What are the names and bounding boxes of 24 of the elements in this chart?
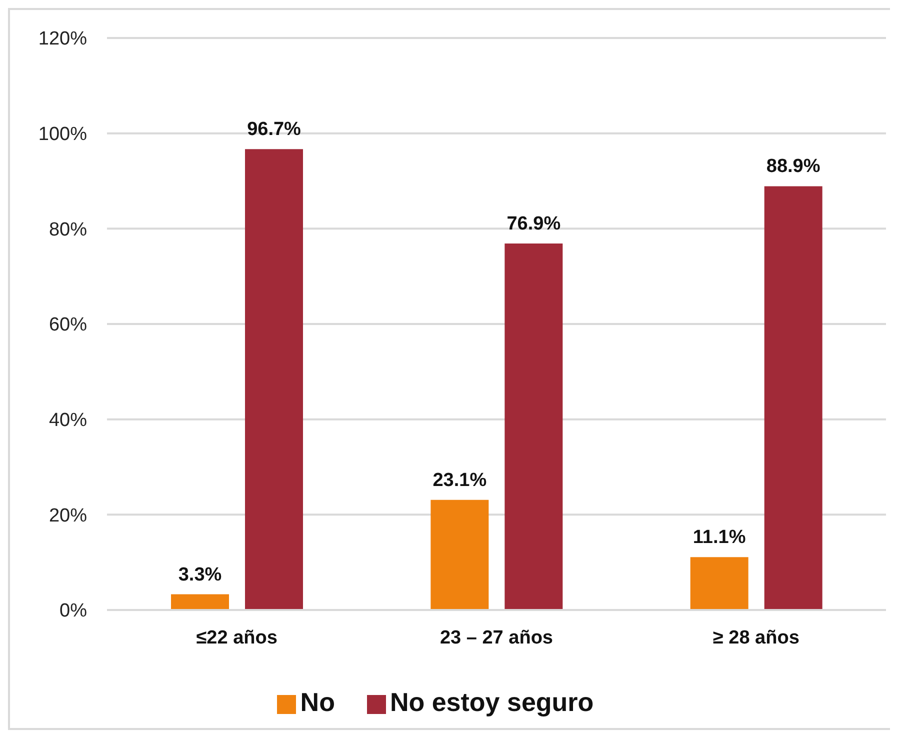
- y-tick-label: 0%: [60, 600, 88, 622]
- legend-label: No estoy seguro: [390, 687, 594, 717]
- x-tick-label: 23 – 27 años: [440, 627, 554, 648]
- x-tick-label: ≤22 años: [196, 627, 278, 648]
- data-label: 3.3%: [178, 564, 222, 586]
- data-label: 76.9%: [506, 213, 561, 234]
- y-tick-label: 100%: [38, 124, 88, 146]
- y-tick-label: 20%: [48, 505, 88, 526]
- y-tick-label: 80%: [48, 219, 88, 240]
- data-label: 88.9%: [766, 156, 820, 178]
- bar: [245, 149, 303, 610]
- data-label: 96.7%: [247, 119, 302, 140]
- data-label: 11.1%: [692, 527, 746, 548]
- y-tick-label: 120%: [38, 28, 88, 50]
- x-tick-label: ≥ 28 años: [712, 627, 800, 648]
- legend-label: No: [300, 687, 335, 717]
- bar: [690, 557, 748, 610]
- bar: [430, 500, 489, 610]
- bar: [171, 594, 229, 610]
- bar: [764, 186, 822, 610]
- y-tick-label: 40%: [48, 410, 88, 432]
- y-tick-label: 60%: [48, 314, 88, 336]
- bar: [504, 243, 563, 610]
- data-label: 23.1%: [432, 470, 487, 491]
